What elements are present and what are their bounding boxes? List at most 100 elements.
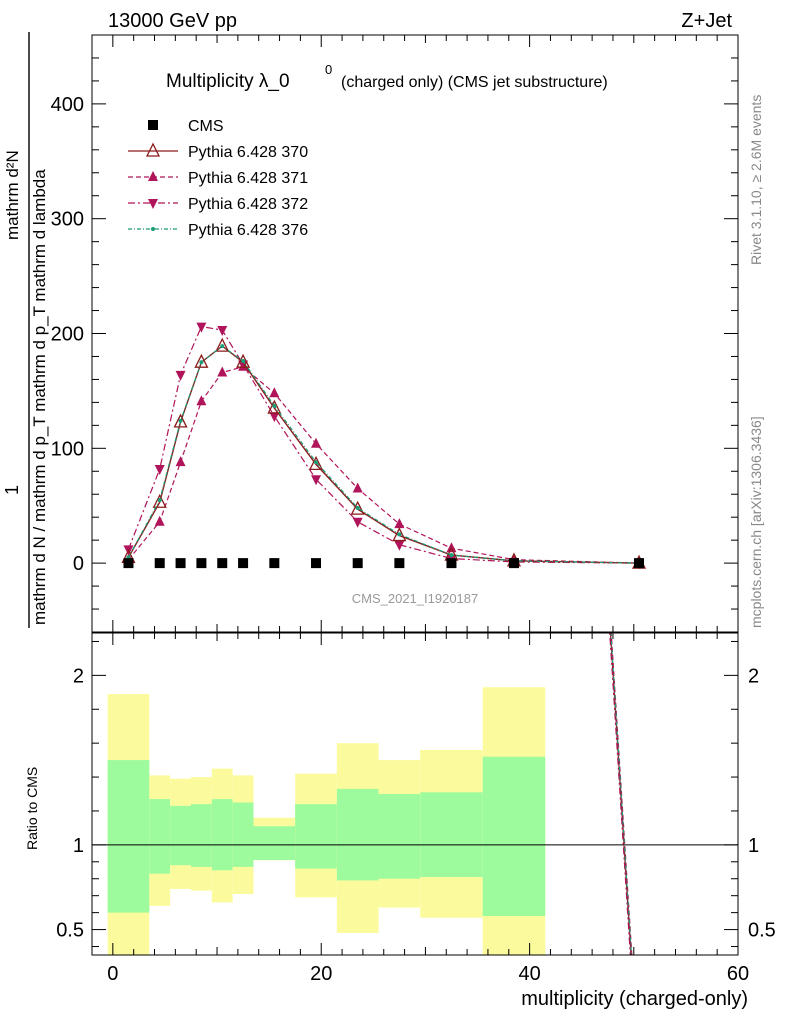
data-point [311,475,322,486]
data-point [199,360,204,365]
x-tick-label: 40 [518,963,540,985]
data-point [269,412,280,423]
title-superscript: 0 [325,62,332,77]
data-point [352,482,363,493]
data-point [123,558,134,569]
data-point [194,353,209,368]
data-point [314,460,319,465]
series-cms [123,558,645,569]
data-point [220,344,225,349]
ratio-y-tick-label: 0.5 [56,920,84,942]
legend-marker [148,120,158,130]
data-point [178,418,183,423]
header-left: 13000 GeV pp [108,10,237,32]
ratio-inner-band [149,799,171,874]
legend-label: Pythia 6.428 371 [188,170,308,187]
ratio-inner-band [211,799,233,871]
plot-title: Multiplicity λ_0 0 (charged only) (CMS j… [166,62,608,92]
y-tick-label: 100 [51,438,84,460]
data-point [394,540,405,551]
series-pythia-6-428-376 [126,344,642,566]
ratio-y-tick-label-right: 2 [748,665,759,687]
data-point [217,326,228,337]
ratio-y-tick-label: 2 [73,665,84,687]
data-point [352,558,363,569]
data-point [272,403,277,408]
data-point [175,370,186,381]
y-label-second-derivative: mathrm d²N [3,150,22,240]
ratio-frame [91,632,739,956]
x-tick-label: 0 [107,963,118,985]
legend-entry: Pythia 6.428 371 [128,170,308,187]
data-point [238,558,249,569]
data-point [355,506,360,511]
data-point [397,532,402,537]
data-point [215,337,230,352]
ratio-inner-band [170,805,191,866]
ratio-inner-band [190,804,212,867]
series-line [127,345,640,564]
ratio-inner-band [253,826,296,861]
data-point [392,527,407,542]
data-point [154,464,165,475]
data-point [350,500,365,515]
y-label-numerator: 1 [2,485,22,495]
data-point [238,360,249,371]
ratio-inner-band [378,794,421,879]
y-tick-label: 400 [51,94,84,116]
data-point [352,517,363,528]
y-axis-label: 1 mathrm d N / mathrm d p_T mathrm d p_T… [2,32,49,628]
legend-label: Pythia 6.428 376 [188,222,308,239]
x-axis-label: multiplicity (charged-only) [521,988,748,1010]
data-point [446,558,457,569]
data-point [217,558,228,569]
data-point [175,456,186,467]
data-point [152,493,167,508]
ratio-inner-band [482,756,546,917]
series-pythia-6-428-372 [123,322,645,570]
legend-marker [145,142,161,157]
ratio-y-tick-label: 1 [73,835,84,857]
legend-marker [148,171,158,181]
data-point [269,558,280,569]
data-point [267,399,282,414]
legend-entry: CMS [148,118,224,135]
data-point [157,497,162,502]
legend-label: Pythia 6.428 372 [188,196,308,213]
data-point [394,518,405,529]
data-point [196,322,207,333]
title-rest: (charged only) (CMS jet substructure) [341,74,608,91]
ratio-curve [610,633,633,955]
data-point [308,455,324,471]
legend-label: CMS [188,118,224,135]
y-label-denominator: mathrm d N / mathrm d p_T mathrm d p_T m… [30,169,49,625]
legend-marker [151,227,155,231]
header-right: Z+Jet [681,10,732,32]
data-point [449,553,454,558]
data-point [175,558,186,569]
data-point [196,558,207,569]
data-point [154,558,165,569]
title-main: Multiplicity λ_0 [166,71,290,92]
watermark: CMS_2021_I1920187 [352,591,479,606]
y-tick-label: 200 [51,324,84,346]
series-pythia-6-428-370 [121,337,647,569]
main-series [121,322,647,570]
data-point [508,558,519,569]
data-point [311,437,322,448]
ratio-curves [609,633,633,955]
data-point [173,413,188,428]
legend-entry: Pythia 6.428 376 [128,222,308,239]
data-point [269,387,280,398]
data-point [217,366,228,377]
x-tick-label: 20 [310,963,332,985]
data-point [394,558,405,569]
data-point [241,359,246,364]
rivet-version-label: Rivet 3.1.10, ≥ 2.6M events [748,95,764,265]
legend-entry: Pythia 6.428 372 [128,196,308,213]
data-point [154,515,165,526]
ratio-inner-band [295,804,337,869]
series-line [128,366,640,564]
y-tick-label: 0 [73,553,84,575]
